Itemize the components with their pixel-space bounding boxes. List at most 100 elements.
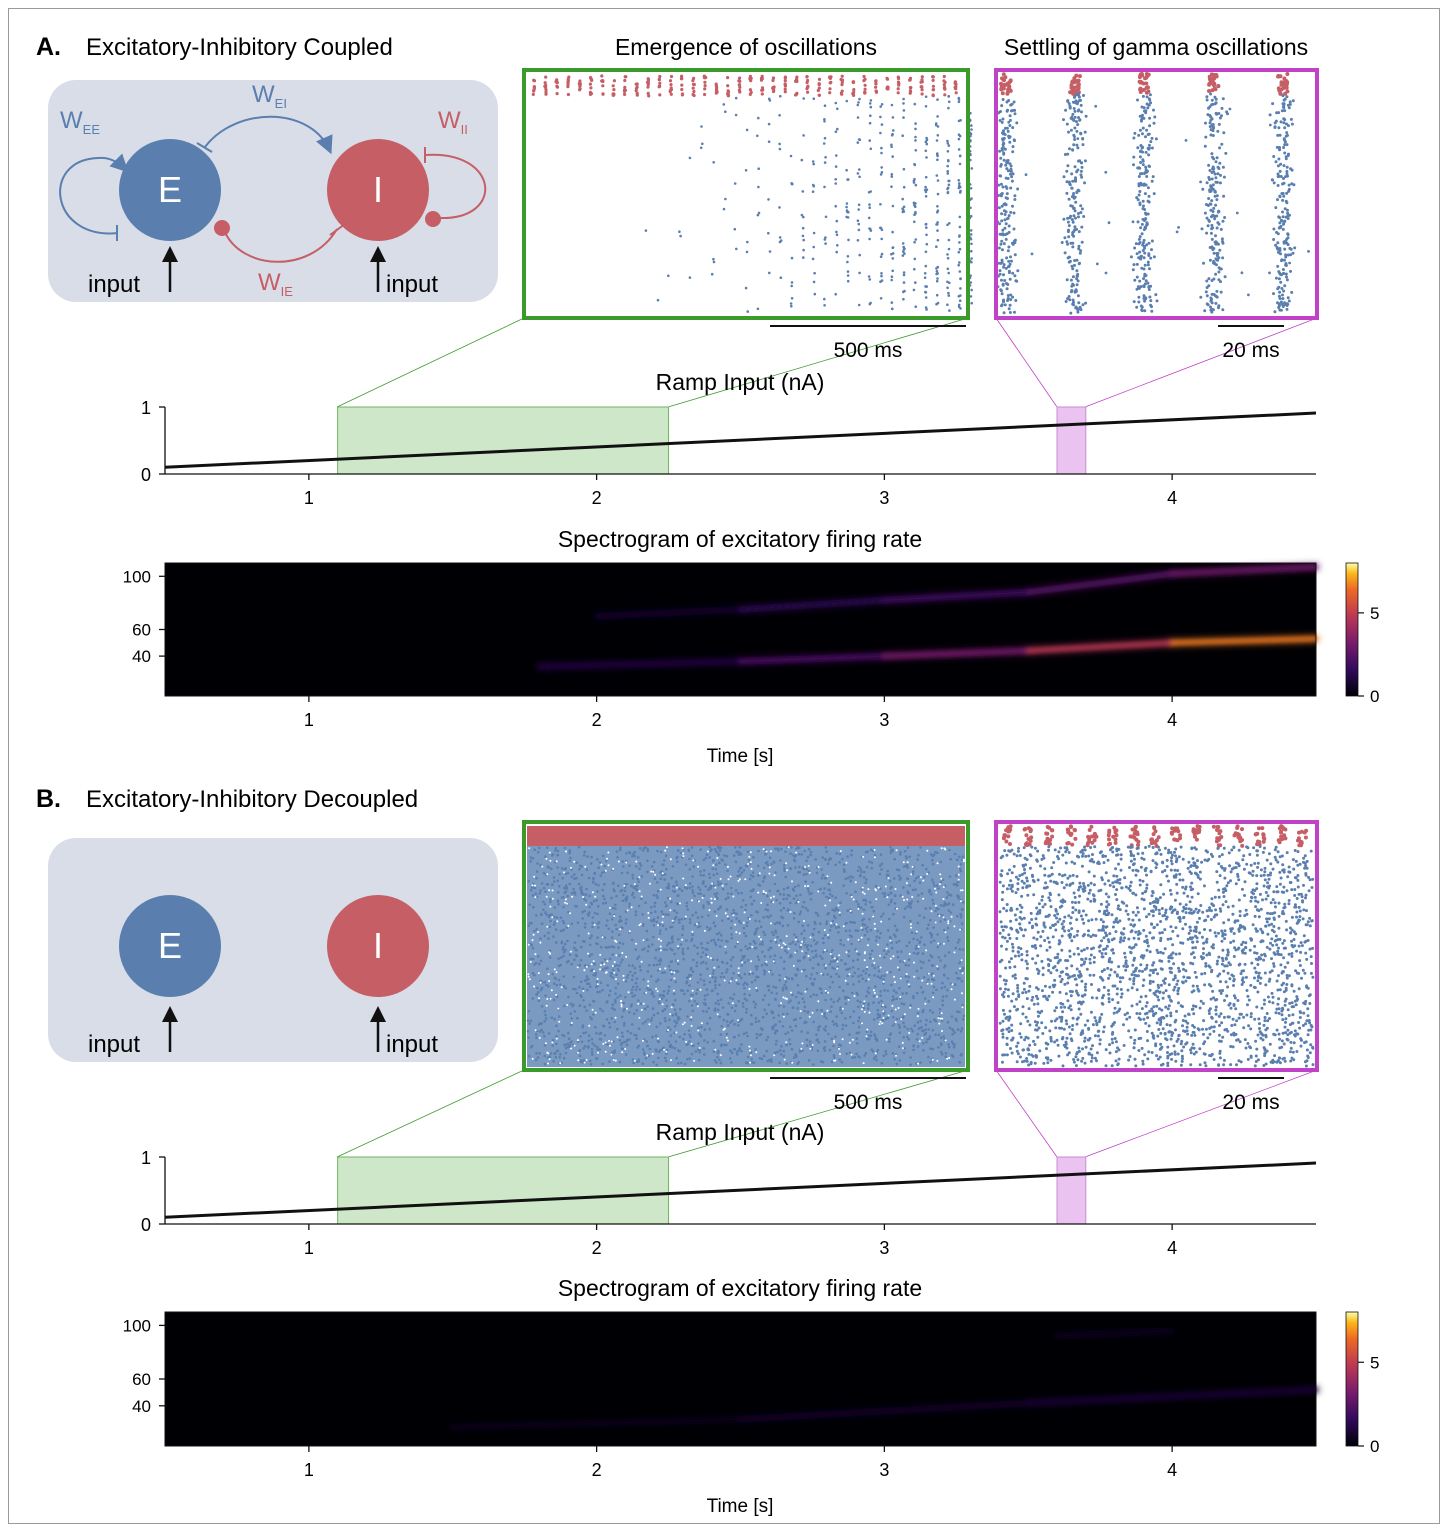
spike-dot [683,886,687,889]
spike-dot [880,279,884,282]
spike-dot [724,912,727,915]
spike-dot [573,946,576,950]
spike-dot [1143,246,1146,250]
spike-dot [580,888,583,892]
spike-dot [771,1027,775,1030]
spike-dot [1205,286,1209,289]
spike-dot [959,863,963,866]
spike-dot [691,913,694,917]
spike-dot [901,254,905,257]
spike-dot [628,1011,631,1014]
spike-dot [906,846,910,849]
spike-dot [910,931,914,934]
spike-dot [714,984,717,987]
spike-dot [652,870,655,873]
spike-dot [958,938,961,942]
spike-dot [928,890,932,893]
spike-dot [936,205,939,208]
spike-dot [1282,164,1286,168]
spike-dot [913,177,916,181]
spike-dot [580,890,583,894]
spike-dot [853,1056,857,1059]
spike-dot [609,989,612,993]
spike-dot [680,917,683,921]
spike-dot [834,863,837,867]
spike-dot [661,921,664,924]
spike-dot [943,918,947,921]
spike-dot [1002,263,1006,267]
spike-dot [608,1060,611,1063]
spike-dot [924,95,928,98]
spike-dot [542,900,545,904]
spike-dot [1080,161,1084,165]
spike-dot [892,129,895,132]
spike-dot [1065,180,1069,184]
spike-dot [869,190,872,193]
spike-dot [718,983,721,987]
spike-dot [800,1047,803,1050]
spike-dot [1213,214,1217,218]
spike-dot [632,896,636,899]
spike-dot [1272,227,1276,231]
spike-dot [714,1002,718,1005]
spike-dot [710,989,714,993]
spike-dot [896,80,901,84]
spike-dot [879,954,881,957]
spike-dot [713,910,717,913]
spike-dot [1284,79,1289,84]
spike-dot [856,116,860,119]
spike-dot [563,886,566,890]
spike-dot [679,902,681,905]
spike-dot [942,973,946,977]
spike-dot [750,1013,753,1017]
spike-dot [887,950,890,953]
spike-dot [1002,300,1005,304]
spike-dot [740,1017,744,1021]
spike-dot [1070,186,1074,190]
spike-dot [801,997,805,1000]
spike-dot [926,872,929,875]
spike-dot [1079,132,1083,136]
spike-dot [702,906,705,909]
spike-dot [916,858,919,861]
spike-dot [959,915,963,919]
spike-dot [803,955,806,958]
spike-dot [547,866,551,869]
spike-dot [716,880,720,884]
spike-dot [937,942,940,945]
spike-dot [794,854,798,857]
spike-dot [772,933,775,936]
spike-dot [792,1056,796,1059]
spike-dot [1141,249,1145,252]
spike-dot [753,1006,757,1009]
spike-dot [854,890,857,894]
spike-dot [665,1004,669,1008]
spike-dot [913,102,917,106]
spike-dot [737,1048,741,1052]
spike-dot [583,909,586,913]
spike-dot [998,272,1002,276]
spike-dot [792,1018,796,1022]
spike-dot [803,849,806,853]
spike-dot [1133,131,1137,135]
spike-dot [817,1000,820,1003]
spike-dot [634,82,638,86]
spike-dot [737,853,741,856]
spike-dot [655,894,658,897]
spike-dot [658,932,662,935]
spike-dot [739,921,742,925]
spike-dot [620,888,624,892]
spike-dot [796,984,800,987]
spike-dot [666,896,670,900]
spike-dot [611,84,615,88]
spike-dot [600,961,604,965]
spike-dot [591,916,595,919]
spike-dot [696,981,700,984]
spike-dot [567,924,570,927]
spike-dot [784,945,787,948]
spike-dot [891,257,895,260]
spike-dot [810,973,813,976]
spike-dot [868,956,872,960]
spike-dot [1143,251,1147,255]
spike-dot [601,968,605,972]
